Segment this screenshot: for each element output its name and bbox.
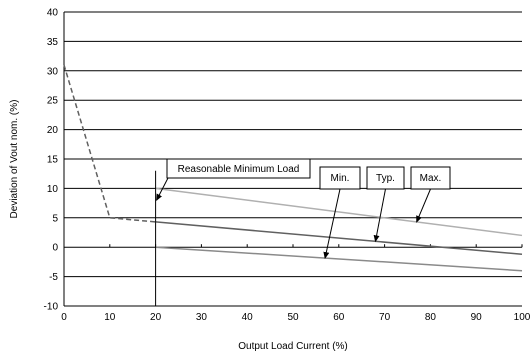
min-load-label-box <box>166 158 311 179</box>
y-tick-label: 5 <box>52 213 58 224</box>
y-tick-label: -5 <box>49 272 58 283</box>
y-tick-label: 30 <box>47 66 59 77</box>
x-tick-label: 10 <box>104 312 116 323</box>
callout-label-min: Min. <box>331 173 350 184</box>
x-axis-title: Output Load Current (%) <box>238 341 348 352</box>
x-tick-label: 100 <box>514 312 531 323</box>
x-tick-label: 40 <box>242 312 254 323</box>
y-tick-label: 25 <box>47 96 59 107</box>
min-load-label: Reasonable Minimum Load <box>178 164 300 175</box>
y-tick-label: 20 <box>47 125 59 136</box>
x-tick-label: 30 <box>196 312 208 323</box>
series-line-max <box>155 187 523 237</box>
annotations: Reasonable Minimum Load Min. Typ. Max. <box>155 158 451 306</box>
series-line-min <box>155 246 523 272</box>
series-lines <box>63 64 523 272</box>
callout-label-typ: Typ. <box>376 173 395 184</box>
y-tick-label: 35 <box>47 37 59 48</box>
y-tick-label: 40 <box>47 8 59 19</box>
x-tick-label: 70 <box>379 312 391 323</box>
callout-arrow-min <box>323 188 341 260</box>
x-tick-label: 20 <box>150 312 162 323</box>
callout-label-max: Max. <box>420 173 442 184</box>
min-load-arrow <box>156 177 169 202</box>
x-tick-label: 50 <box>287 312 299 323</box>
x-tick-label: 60 <box>333 312 345 323</box>
series-line-dashed-extension <box>63 64 156 223</box>
x-tick-label: 80 <box>425 312 437 323</box>
y-tick-label: 10 <box>47 184 59 195</box>
y-tick-label: -10 <box>44 302 59 313</box>
series-line-typ <box>155 221 523 256</box>
y-tick-label: 15 <box>47 155 59 166</box>
axes <box>63 12 523 307</box>
callout-arrow-typ <box>373 188 386 243</box>
callout-arrow-max <box>416 188 431 223</box>
y-axis-title: Deviation of Vout nom. (%) <box>9 100 20 219</box>
x-tick-label: 0 <box>61 312 67 323</box>
x-tick-label: 90 <box>471 312 483 323</box>
y-tick-label: 0 <box>52 243 58 254</box>
